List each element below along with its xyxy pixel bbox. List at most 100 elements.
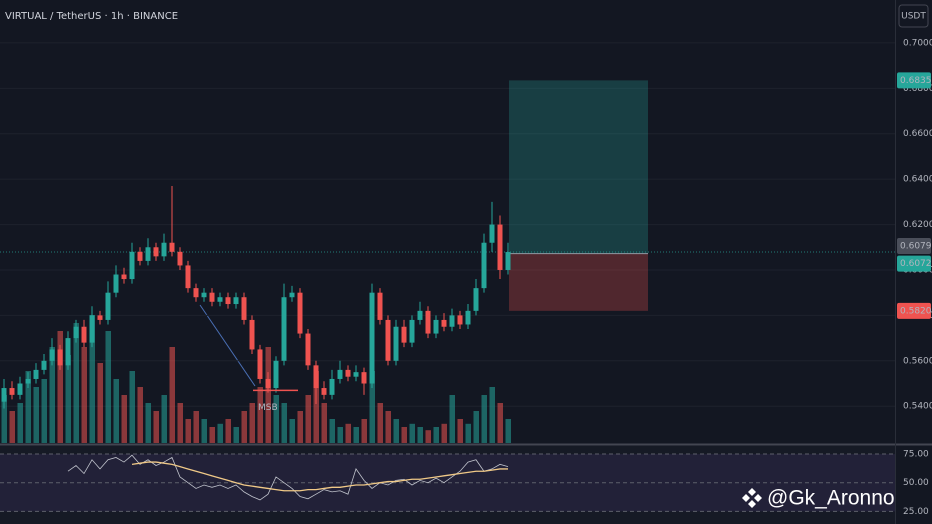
volume-bar [345, 423, 351, 443]
volume-bar [305, 395, 311, 443]
y-tick-label: 0.7000 [903, 38, 932, 48]
volume-bar [169, 347, 175, 443]
volume-bar [425, 430, 431, 443]
volume-bar [153, 411, 159, 443]
volume-bar [481, 395, 487, 443]
candle-body [473, 288, 479, 311]
volume-bar [329, 419, 335, 443]
volume-bar [257, 387, 263, 443]
candle-body [161, 242, 167, 257]
candle-body [177, 251, 183, 266]
candle-body [337, 369, 343, 379]
candle-body [497, 224, 503, 270]
candle-body [193, 288, 199, 298]
rsi-tick-label: 50.00 [903, 478, 929, 488]
volume-bar [177, 403, 183, 443]
candle-body [113, 274, 119, 293]
volume-bar [9, 411, 15, 443]
candle-body [209, 292, 215, 302]
volume-bar [401, 427, 407, 443]
price-tag-label: 0.5820 [900, 306, 932, 316]
volume-bar [25, 371, 31, 443]
candle-body [361, 372, 367, 384]
volume-bar [89, 315, 95, 443]
candle-body [321, 388, 327, 395]
volume-bar [225, 419, 231, 443]
volume-bar [457, 419, 463, 443]
volume-bar [465, 423, 471, 443]
candle-body [273, 360, 279, 389]
volume-bar [273, 395, 279, 443]
volume-bar [121, 395, 127, 443]
target-zone [509, 80, 648, 254]
price-tag-label: 0.6072 [900, 259, 932, 269]
candle-body [425, 310, 431, 334]
volume-bar [1, 395, 7, 443]
candle-body [17, 383, 23, 395]
candle-body [409, 319, 415, 343]
candle-body [81, 326, 87, 343]
candle-body [97, 315, 103, 320]
candle-body [345, 369, 351, 377]
volume-bar [337, 427, 343, 443]
price-tag [897, 238, 931, 255]
volume-bar [65, 355, 71, 443]
rsi-tick-label: 75.00 [903, 450, 929, 460]
volume-bar [33, 387, 39, 443]
candle-body [329, 378, 335, 395]
candle-body [369, 292, 375, 384]
candle-body [385, 319, 391, 361]
volume-bar [441, 423, 447, 443]
price-tag [897, 72, 931, 89]
stop-zone [509, 253, 648, 311]
y-tick-label: 0.6200 [903, 220, 932, 230]
volume-bar [505, 419, 511, 443]
volume-bar [137, 387, 143, 443]
logo [742, 488, 762, 508]
annotation-label: MSB [258, 403, 278, 413]
candle-body [89, 315, 95, 343]
volume-bar [297, 411, 303, 443]
rsi-tick-label: 25.00 [903, 507, 929, 517]
volume-bar [393, 419, 399, 443]
logo-shape [742, 488, 762, 508]
candle-body [457, 315, 463, 325]
candle-body [49, 349, 55, 361]
volume-bar [385, 411, 391, 443]
candle-body [121, 274, 127, 280]
candle-body [265, 378, 271, 389]
volume-bar [417, 427, 423, 443]
volume-bar [129, 371, 135, 443]
candle-body [105, 292, 111, 320]
candle-body [25, 378, 31, 384]
candle-body [465, 310, 471, 325]
candle-body [1, 388, 7, 402]
candle-body [353, 372, 359, 377]
candle-body [297, 292, 303, 334]
y-tick-label: 0.5400 [903, 402, 932, 412]
candle-body [377, 292, 383, 320]
volume-bar [249, 403, 255, 443]
y-tick-label: 0.5600 [903, 356, 932, 366]
volume-bar [41, 379, 47, 443]
volume-bar [289, 419, 295, 443]
watermark: @Gk_Aronno [767, 487, 895, 510]
candle-body [169, 242, 175, 252]
candle-body [225, 297, 231, 305]
volume-bar [473, 411, 479, 443]
volume-bar [409, 423, 415, 443]
volume-bar [161, 395, 167, 443]
volume-bar [73, 323, 79, 443]
candle-body [489, 224, 495, 243]
volume-bar [81, 347, 87, 443]
candle-body [9, 388, 15, 395]
chart-title: VIRTUAL / TetherUS · 1h · BINANCE [5, 11, 178, 22]
volume-bar [449, 395, 455, 443]
volume-bar [369, 371, 375, 443]
currency-box [898, 4, 929, 28]
candle-body [33, 369, 39, 379]
candle-body [281, 297, 287, 361]
volume-bar [497, 403, 503, 443]
candle-body [145, 247, 151, 261]
candle-body [65, 338, 71, 366]
